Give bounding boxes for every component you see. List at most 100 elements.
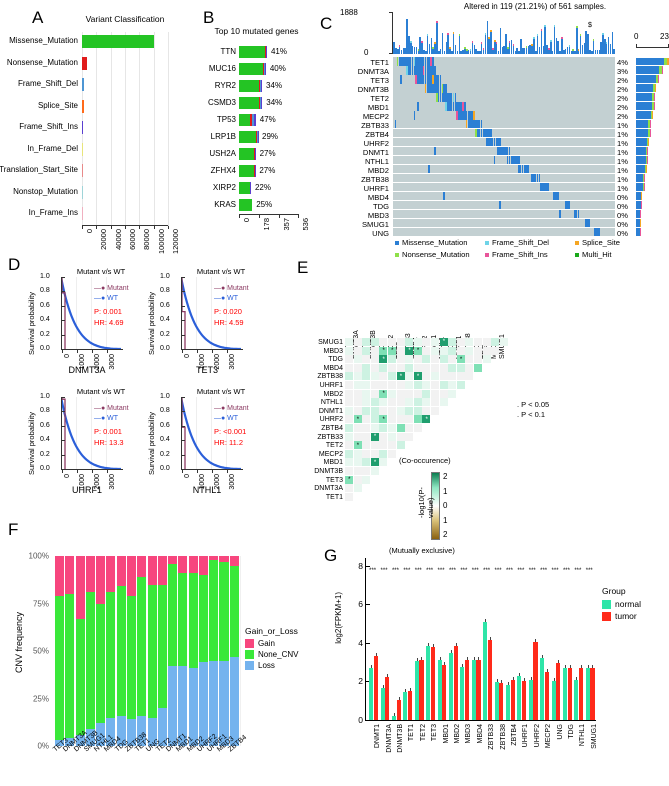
panel-c-cell [475, 128, 477, 138]
panel-c-cell [448, 92, 451, 102]
panel-e-cell [345, 389, 353, 398]
panel-c-summary-row [636, 138, 669, 147]
panel-e-cell [353, 346, 362, 355]
panel-e-cell [422, 346, 431, 355]
panel-c-cell [432, 57, 434, 66]
panel-d-pvalue: P: 0.001 [94, 307, 122, 316]
panel-g-error-bar [450, 649, 452, 653]
panel-e-sig-star: * [373, 459, 377, 466]
panel-f-column [106, 556, 116, 746]
panel-e-cell [362, 398, 371, 407]
panel-e-cell [396, 355, 405, 364]
panel-c-cell [517, 155, 520, 165]
panel-c-burden-bar [467, 49, 470, 54]
panel-e-cell [353, 372, 362, 381]
panel-c-cell [467, 110, 470, 120]
panel-c-cell [499, 200, 501, 210]
panel-c-burden-bar [411, 45, 414, 54]
panel-c-cell [409, 57, 412, 66]
panel-c-cell [564, 200, 567, 210]
panel-e-cell [499, 338, 508, 346]
panel-c-legend-item: Nonsense_Mutation [395, 250, 485, 259]
panel-e-cell [379, 346, 388, 355]
panel-e-cell [379, 432, 388, 441]
panel-e-cell [474, 346, 482, 355]
panel-e-cell [448, 363, 457, 372]
panel-c-burden-bar [576, 28, 578, 54]
panel-c-cell [435, 92, 438, 102]
panel-c-cell [447, 92, 449, 102]
panel-c-cell [491, 137, 494, 147]
panel-b-segment [264, 46, 266, 58]
panel-c-cell [523, 164, 526, 174]
panel-g-bar [426, 645, 431, 720]
panel-c-cell [441, 92, 444, 102]
panel-b-segment [239, 199, 253, 211]
panel-c-cell [452, 92, 455, 102]
panel-a-variant-classification: A Variant Classification Missense_Mutati… [0, 0, 195, 254]
panel-a-bars: Missense_Mutation Nonsense_Mutation Frame_… [0, 32, 168, 226]
panel-b-row: KRAS 25% [214, 197, 299, 214]
panel-c-burden-bar [398, 47, 401, 54]
panel-c-burden-bar [577, 51, 580, 54]
panel-c-cell [478, 119, 481, 129]
panel-c-gene-label: UHRF1 [363, 183, 389, 193]
panel-c-cell [458, 101, 460, 111]
panel-c-cell [426, 65, 429, 75]
panel-c-burden-bar [518, 51, 520, 54]
panel-f-segment [209, 556, 219, 560]
panel-d-y-tick: 0.0 [160, 345, 170, 352]
panel-g-significance: *** [403, 567, 411, 574]
panel-g-error-bar [473, 656, 475, 660]
panel-c-gene-summary-bars [636, 57, 669, 237]
panel-c-cell [450, 92, 453, 102]
panel-c-cell [488, 137, 490, 147]
panel-d-y-title: Survival probability [147, 412, 156, 475]
panel-c-cell [406, 57, 408, 66]
panel-c-cell [428, 65, 431, 75]
panel-e-cell [405, 406, 414, 415]
panel-c-burden-bar [402, 47, 405, 54]
panel-b-stack [239, 46, 267, 58]
panel-e-cell [456, 372, 465, 381]
panel-c-cell [413, 65, 416, 75]
panel-d-pvalue: P: 0.020 [214, 307, 242, 316]
panel-a-bar [82, 121, 84, 134]
panel-f-y-tick: 75% [32, 599, 49, 608]
panel-e-cell [362, 381, 371, 389]
panel-c-cell [577, 209, 580, 219]
panel-c-legend-label: Nonsense_Mutation [402, 250, 470, 259]
panel-c-cell [506, 155, 509, 165]
panel-g-significance: *** [471, 567, 479, 574]
panel-c-percent: 2% [617, 111, 628, 121]
panel-c-legend-swatch [575, 240, 579, 245]
panel-e-cooccurrence-label: (Co-occurence) [399, 456, 451, 465]
panel-f-column [229, 556, 239, 746]
panel-c-gene-label: SMUG1 [361, 219, 389, 229]
panel-b-segment [252, 114, 255, 126]
panel-b-percent: 25% [256, 200, 273, 209]
panel-e-row-label: DNMT3A [314, 485, 343, 493]
panel-c-summary-row [636, 57, 669, 66]
panel-e-cell [422, 406, 431, 415]
panel-c-percent: 0% [617, 201, 628, 211]
panel-e-cell [413, 389, 422, 398]
panel-f-segment [209, 559, 219, 661]
panel-e-cell [362, 372, 371, 381]
panel-c-cell [432, 65, 434, 75]
panel-e-cell [345, 492, 353, 501]
panel-e-cell [482, 338, 491, 346]
panel-g-legend-item: normal [602, 599, 641, 609]
panel-c-cell [437, 83, 440, 93]
panel-d-x-axis [61, 469, 123, 473]
panel-f-segment [75, 618, 85, 735]
panel-c-burden-bar [413, 46, 416, 54]
panel-c-cell [434, 83, 436, 93]
panel-d-y-tick: 0.6 [160, 421, 170, 429]
panel-g-x-tick: ZBTB4 [511, 724, 519, 746]
panel-e-cell [396, 338, 405, 346]
panel-c-burden-bar [533, 38, 535, 54]
panel-c-burden-bar [419, 36, 421, 54]
panel-a-row: Nonsense_Mutation [7, 54, 168, 76]
panel-e-cell [379, 363, 388, 372]
